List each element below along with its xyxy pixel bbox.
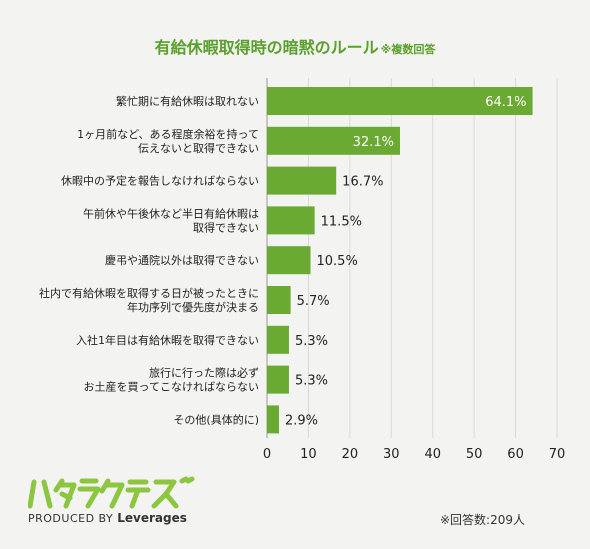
value-label: 5.3%: [295, 334, 328, 349]
x-tick-label: 10: [300, 447, 317, 462]
bar: [267, 365, 289, 394]
value-label: 32.1%: [353, 135, 394, 150]
x-tick-label: 70: [549, 447, 566, 462]
category-label: お土産を買ってこなければならない: [84, 381, 259, 394]
bar: [267, 246, 311, 275]
bar: [267, 325, 289, 354]
value-label: 16.7%: [342, 175, 383, 190]
bars: [267, 87, 533, 434]
category-label: 取得できない: [193, 221, 259, 234]
response-count-note: ※回答数:209人: [440, 513, 526, 527]
produced-by-text: PRODUCED BY Leverages: [28, 511, 187, 525]
x-tick-label: 20: [342, 447, 359, 462]
value-label: 5.7%: [297, 294, 330, 309]
category-label: 1ヶ月前など、ある程度余裕を持って: [77, 127, 259, 141]
bar: [267, 87, 533, 115]
x-tick-label: 50: [466, 447, 483, 462]
bar: [267, 166, 337, 195]
category-label: 社内で有給休暇を取得する日が被ったときに: [39, 286, 259, 300]
category-labels: 繁忙期に有給休暇は取れない 1ヶ月前など、ある程度余裕を持って伝えないと取得できな…: [39, 94, 259, 426]
category-label: 年功序列で優先度が決まる: [127, 300, 259, 314]
bar-chart: 繁忙期に有給休暇は取れない 1ヶ月前など、ある程度余裕を持って伝えないと取得できな…: [39, 78, 565, 462]
brand-logo: PRODUCED BY Leverages: [27, 476, 208, 526]
category-label: 休暇中の予定を報告しなければならない: [61, 174, 259, 188]
value-labels: 64.1% 32.1% 16.7% 11.5% 10.5% 5.7% 5.3% 5.3% 2.9…: [285, 95, 527, 428]
category-label: その他(具体的に): [173, 412, 259, 426]
value-label: 5.3%: [295, 374, 328, 389]
value-label: 11.5%: [321, 214, 362, 229]
value-label: 2.9%: [285, 413, 318, 428]
chart-title: 有給休暇取得時の暗黙のルール: [154, 38, 379, 57]
value-label: 64.1%: [485, 95, 526, 110]
category-label: 伝えないと取得できない: [138, 142, 259, 155]
bar: [267, 126, 400, 155]
category-label: 午前休や午後休など半日有給休暇は: [83, 206, 259, 220]
x-tick-label: 0: [263, 447, 271, 462]
company-name: Leverages: [117, 511, 187, 525]
category-label: 慶弔や通院以外は取得できない: [105, 253, 259, 267]
category-label: 入社1年目は有給休暇を取得できない: [76, 333, 259, 347]
bar: [267, 206, 315, 235]
value-label: 10.5%: [317, 254, 358, 269]
x-tick-label: 30: [383, 447, 400, 462]
category-label: 繁忙期に有給休暇は取れない: [116, 94, 259, 108]
bar: [267, 405, 280, 434]
chart-title-area: 有給休暇取得時の暗黙のルール ※複数回答: [0, 34, 590, 58]
category-label: 旅行に行った際は必ず: [149, 366, 259, 380]
x-tick-label: 40: [424, 447, 441, 462]
x-axis-ticks: 0 10 20 30 40 50 60 70: [263, 447, 565, 462]
hataractive-logo-mark: [27, 476, 195, 509]
bar: [267, 286, 291, 314]
x-tick-label: 60: [507, 447, 524, 462]
produced-by-label: PRODUCED BY: [28, 512, 114, 525]
chart-title-note: ※複数回答: [380, 43, 436, 56]
